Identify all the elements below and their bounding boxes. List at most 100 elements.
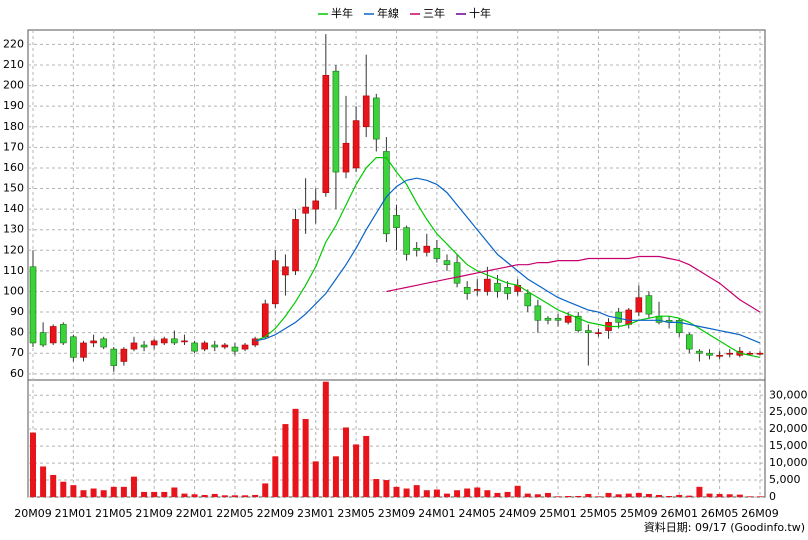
volume-bar bbox=[595, 496, 602, 497]
candle-body bbox=[383, 151, 390, 235]
y-tick-label: 15,000 bbox=[769, 439, 808, 452]
volume-bar bbox=[100, 490, 107, 497]
volume-bar bbox=[80, 490, 87, 497]
candle-body bbox=[211, 344, 219, 348]
candle-body bbox=[59, 324, 67, 344]
y-tick-label: 30,000 bbox=[769, 388, 808, 401]
candle-body bbox=[726, 352, 734, 355]
candle-body bbox=[564, 315, 572, 323]
volume-bar bbox=[161, 491, 168, 497]
candle-body bbox=[706, 352, 713, 356]
volume-bar bbox=[120, 486, 127, 497]
volume-bar bbox=[30, 432, 36, 497]
candle-body bbox=[433, 247, 441, 259]
volume-bar bbox=[484, 490, 491, 497]
volume-bar bbox=[454, 490, 461, 497]
volume-bar bbox=[555, 496, 562, 497]
ma-line bbox=[254, 177, 761, 344]
volume-bar bbox=[504, 491, 511, 497]
candle-body bbox=[160, 338, 168, 344]
candle-body bbox=[756, 352, 764, 355]
candle-body bbox=[171, 338, 178, 344]
candle-body bbox=[675, 319, 683, 333]
candle-body bbox=[241, 344, 249, 350]
x-tick-label: 25M09 bbox=[620, 507, 658, 520]
legend-label: 年線 bbox=[377, 6, 399, 20]
volume-bar bbox=[363, 435, 370, 497]
volume-bar bbox=[292, 408, 299, 497]
volume-bar bbox=[201, 494, 208, 497]
x-tick-label: 23M09 bbox=[378, 507, 416, 520]
volume-bar bbox=[221, 495, 228, 497]
x-tick-label: 26M09 bbox=[741, 507, 779, 520]
y-tick-label: 220 bbox=[3, 37, 24, 50]
volume-bar bbox=[464, 488, 471, 497]
candle-body bbox=[696, 350, 703, 354]
x-tick-label: 21M01 bbox=[55, 507, 93, 520]
volume-bar bbox=[332, 456, 339, 497]
candle-body bbox=[595, 332, 602, 334]
candle-body bbox=[534, 305, 542, 321]
ma-line bbox=[386, 255, 761, 313]
legend-label: 半年 bbox=[331, 6, 353, 20]
y-tick-label: 210 bbox=[3, 58, 24, 71]
candle-body bbox=[494, 282, 501, 292]
x-tick-label: 24M05 bbox=[459, 507, 497, 520]
volume-bar bbox=[656, 494, 663, 497]
candle-body bbox=[504, 287, 511, 294]
volume-bar bbox=[151, 491, 158, 497]
volume-bar bbox=[625, 493, 632, 497]
candle-body bbox=[413, 247, 420, 251]
volume-bar bbox=[50, 474, 57, 497]
y-tick-label: 170 bbox=[3, 140, 24, 153]
volume-bar bbox=[585, 493, 592, 497]
y-tick-label: 10,000 bbox=[769, 456, 808, 469]
volume-bar bbox=[353, 444, 360, 497]
volume-bar bbox=[90, 488, 97, 497]
candle-body bbox=[251, 338, 259, 346]
candle-body bbox=[473, 289, 481, 291]
volume-bar bbox=[746, 496, 753, 497]
volume-bar bbox=[70, 485, 77, 497]
candle-body bbox=[322, 74, 330, 193]
candle-body bbox=[524, 293, 532, 307]
candle-body bbox=[261, 303, 269, 338]
candle-body bbox=[645, 295, 653, 315]
y-tick-label: 180 bbox=[3, 120, 24, 133]
x-tick-label: 24M09 bbox=[499, 507, 537, 520]
candle-body bbox=[635, 297, 643, 313]
volume-bar bbox=[676, 494, 683, 497]
candle-body bbox=[90, 340, 97, 344]
volume-bar bbox=[423, 490, 430, 497]
volume-bar bbox=[474, 487, 481, 497]
candle-body bbox=[342, 142, 350, 173]
candle-body bbox=[686, 334, 693, 350]
volume-bar bbox=[494, 492, 501, 497]
volume-bar bbox=[413, 485, 420, 497]
candle-body bbox=[554, 317, 562, 321]
legend-label: 十年 bbox=[469, 6, 491, 20]
candle-body bbox=[373, 97, 380, 140]
volume-bar bbox=[322, 381, 329, 497]
legend-label: 三年 bbox=[423, 6, 445, 20]
x-tick-label: 23M01 bbox=[297, 507, 335, 520]
x-tick-label: 23M05 bbox=[337, 507, 375, 520]
volume-bar bbox=[544, 492, 551, 497]
volume-bar bbox=[110, 486, 117, 497]
volume-bar bbox=[514, 485, 521, 497]
candle-body bbox=[362, 95, 370, 128]
volume-bar bbox=[60, 481, 67, 497]
y-tick-label: 25,000 bbox=[769, 405, 808, 418]
y-tick-label: 150 bbox=[3, 182, 24, 195]
candle-body bbox=[29, 266, 37, 344]
x-tick-label: 21M05 bbox=[95, 507, 133, 520]
volume-bar bbox=[252, 494, 259, 497]
candle-body bbox=[49, 326, 57, 344]
y-tick-label: 5,000 bbox=[769, 473, 801, 486]
candle-body bbox=[181, 340, 188, 343]
candle-body bbox=[332, 70, 340, 173]
candle-body bbox=[585, 330, 592, 333]
plot-frame bbox=[27, 29, 766, 498]
volume-bar bbox=[171, 487, 178, 497]
candle-body bbox=[352, 120, 360, 169]
